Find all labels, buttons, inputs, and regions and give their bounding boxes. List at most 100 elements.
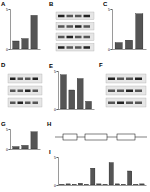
y-tick-mark bbox=[57, 109, 59, 110]
blot-band bbox=[84, 15, 91, 18]
y-tick: 0 bbox=[54, 184, 58, 188]
y-tick-label: 0 bbox=[54, 184, 56, 188]
y-tick-label: 0 bbox=[54, 108, 56, 112]
panel-label: D bbox=[1, 62, 6, 68]
bar bbox=[121, 184, 125, 185]
bar bbox=[136, 14, 143, 49]
blot-band bbox=[135, 90, 142, 93]
bar bbox=[77, 79, 83, 109]
blot-band bbox=[25, 90, 31, 93]
panel-chart: 05 bbox=[54, 70, 94, 112]
blot-band bbox=[33, 78, 39, 81]
bar bbox=[125, 40, 132, 49]
bar bbox=[115, 43, 122, 49]
blot-band bbox=[58, 36, 65, 39]
y-tick: 5 bbox=[54, 70, 58, 74]
panel-label: C bbox=[103, 1, 108, 7]
bar bbox=[86, 101, 92, 109]
panel-chart: 05 bbox=[108, 8, 146, 52]
y-tick: 0 bbox=[108, 48, 112, 52]
y-tick: 0 bbox=[6, 148, 10, 152]
bar bbox=[13, 41, 19, 49]
y-tick: 5 bbox=[6, 8, 10, 12]
panel-label: A bbox=[1, 1, 6, 7]
blot-band bbox=[126, 102, 133, 105]
x-axis bbox=[59, 109, 95, 111]
x-axis bbox=[11, 49, 41, 51]
blot-band bbox=[33, 90, 39, 93]
panel-chart: 05 bbox=[54, 156, 146, 188]
y-axis: 05 bbox=[108, 8, 112, 52]
x-axis bbox=[113, 49, 147, 51]
x-axis-line bbox=[11, 49, 41, 50]
blot-strip bbox=[56, 33, 94, 41]
gene-box bbox=[117, 134, 135, 140]
blot-band bbox=[18, 90, 24, 93]
y-axis: 05 bbox=[6, 128, 10, 152]
blot-band bbox=[58, 25, 65, 28]
bars bbox=[13, 15, 38, 49]
blot-band bbox=[135, 78, 142, 81]
bar bbox=[103, 184, 107, 185]
blot-strip bbox=[56, 23, 94, 31]
blot-band bbox=[67, 46, 74, 49]
y-tick-label: 5 bbox=[6, 128, 8, 132]
panel-chart: 05 bbox=[6, 8, 40, 52]
bar bbox=[140, 184, 144, 185]
blot-band bbox=[75, 36, 82, 39]
y-tick-mark bbox=[9, 9, 11, 10]
blot-band bbox=[135, 102, 142, 105]
panel-chart: 05 bbox=[6, 128, 40, 152]
blot bbox=[56, 12, 94, 51]
y-axis: 05 bbox=[54, 70, 58, 112]
bar bbox=[22, 145, 28, 149]
bars bbox=[115, 14, 143, 49]
y-tick-mark bbox=[57, 71, 59, 72]
blot-band bbox=[75, 25, 82, 28]
blot-band bbox=[108, 90, 115, 93]
panel-label: G bbox=[1, 121, 6, 127]
blot-band bbox=[33, 102, 39, 105]
y-tick: 0 bbox=[6, 48, 10, 52]
gene-box bbox=[85, 134, 107, 140]
figure: 05A05C05E05G05IBDFH bbox=[0, 0, 150, 192]
blot-strip bbox=[8, 98, 42, 107]
blot-strip bbox=[56, 12, 94, 20]
blot-band bbox=[126, 78, 133, 81]
blot-band bbox=[58, 46, 65, 49]
blot-strip bbox=[8, 74, 42, 83]
bar bbox=[31, 15, 37, 49]
bar bbox=[31, 132, 37, 149]
bar bbox=[13, 147, 19, 149]
y-tick-mark bbox=[9, 49, 11, 50]
blot-band bbox=[84, 36, 91, 39]
y-tick: 0 bbox=[54, 108, 58, 112]
y-axis-line bbox=[9, 10, 11, 50]
blot-band bbox=[18, 78, 24, 81]
y-tick-mark bbox=[111, 49, 113, 50]
blot-band bbox=[126, 90, 133, 93]
diagram bbox=[55, 134, 147, 140]
y-axis-line bbox=[57, 158, 59, 186]
blot-band bbox=[75, 15, 82, 18]
bar bbox=[69, 90, 75, 109]
blot-band bbox=[25, 78, 31, 81]
blot-band bbox=[117, 78, 124, 81]
blot-strip bbox=[106, 98, 146, 107]
y-tick-label: 5 bbox=[108, 8, 110, 12]
x-axis-line bbox=[11, 149, 41, 150]
y-tick-label: 0 bbox=[108, 48, 110, 52]
bar bbox=[66, 184, 70, 185]
blot-band bbox=[10, 78, 16, 81]
bar bbox=[109, 163, 113, 185]
blot bbox=[106, 74, 146, 107]
bars bbox=[61, 75, 92, 109]
y-tick-label: 0 bbox=[6, 48, 8, 52]
blot bbox=[8, 74, 42, 107]
panel-label: E bbox=[49, 63, 53, 69]
blot-band bbox=[10, 90, 16, 93]
x-axis-line bbox=[113, 49, 147, 50]
panel-label: H bbox=[47, 121, 51, 127]
blot-band bbox=[58, 15, 65, 18]
y-tick-mark bbox=[57, 157, 59, 158]
